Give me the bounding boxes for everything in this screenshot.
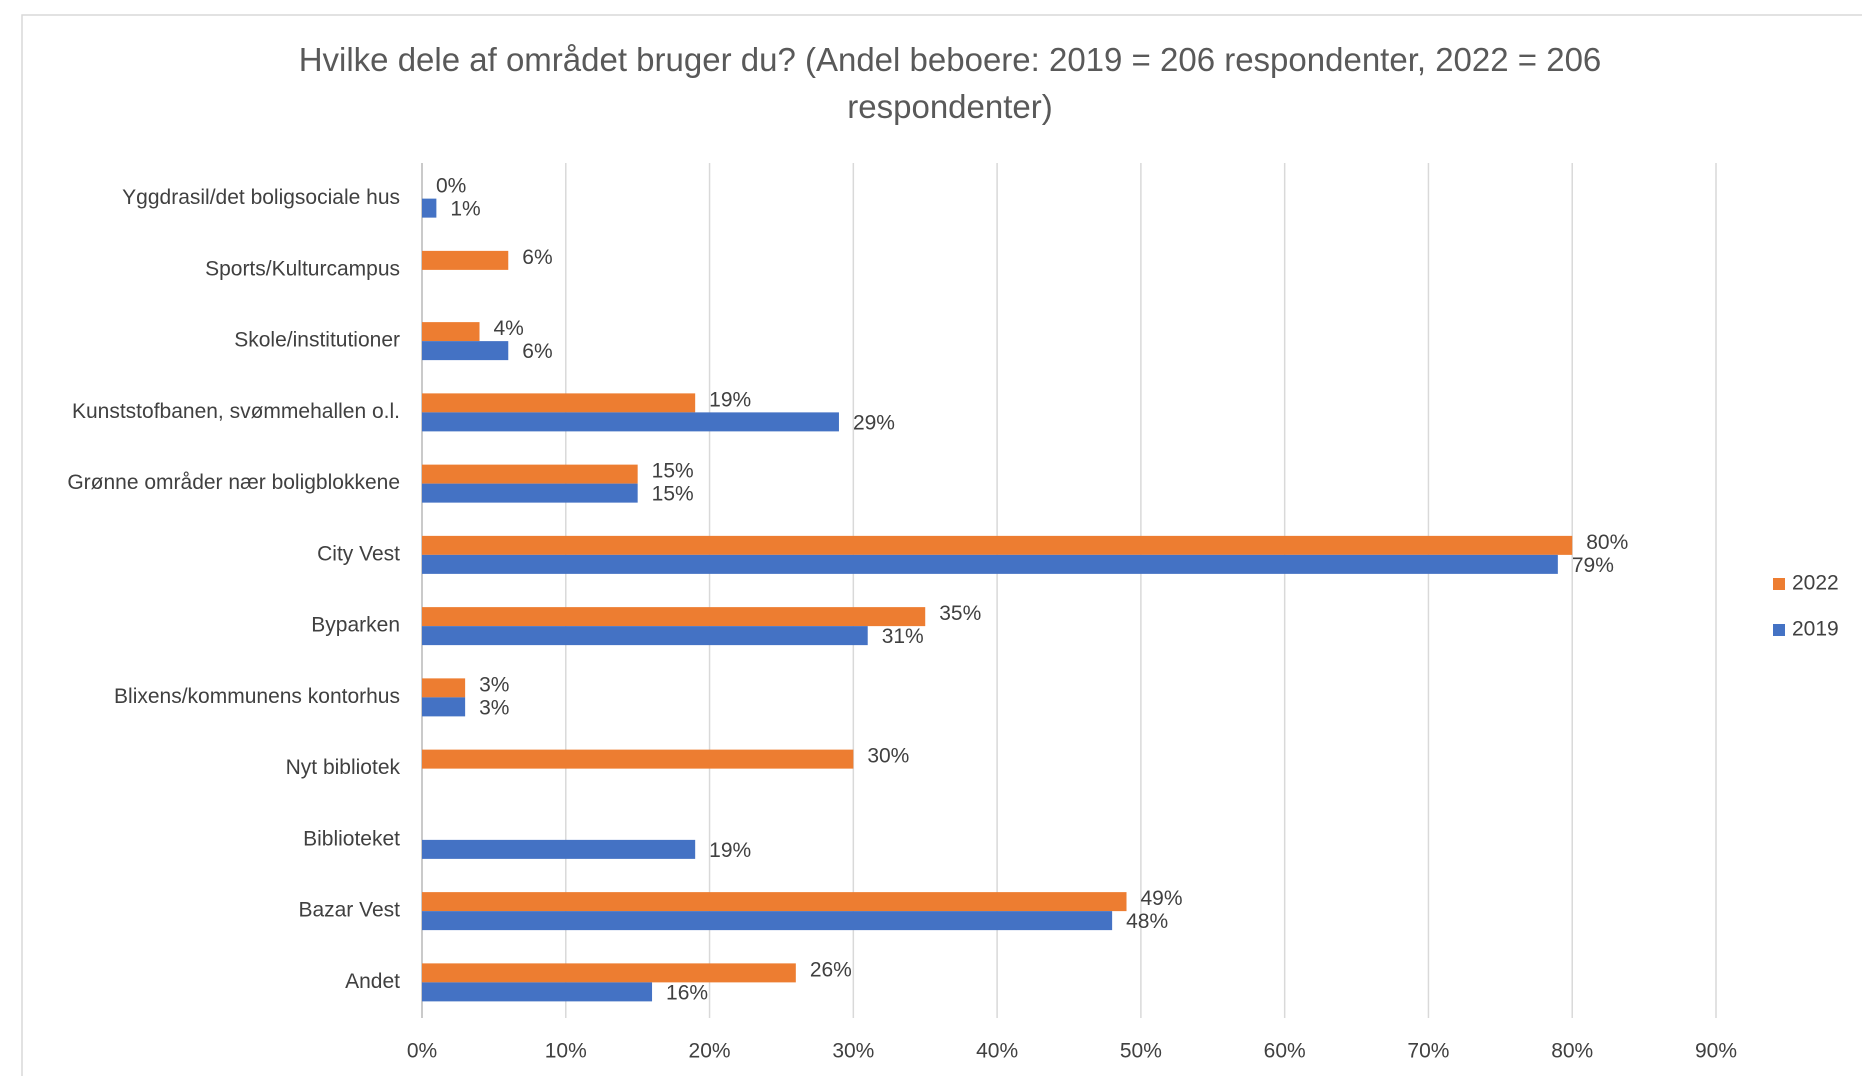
bar (422, 839, 696, 859)
data-label: 79% (1572, 554, 1614, 577)
x-tick-label: 20% (689, 1040, 731, 1063)
x-tick-label: 30% (832, 1040, 874, 1063)
data-label: 15% (652, 460, 694, 483)
legend-swatch (1773, 578, 1785, 590)
x-tick-label: 50% (1120, 1040, 1162, 1063)
bar (422, 464, 638, 484)
bar (422, 554, 1558, 574)
bar (422, 198, 437, 218)
y-tick-label: Grønne områder nær boligblokkene (67, 471, 400, 494)
x-tick-label: 10% (545, 1040, 587, 1063)
bar (422, 341, 509, 361)
legend-label: 2022 (1792, 572, 1839, 595)
y-tick-label: Bazar Vest (298, 899, 400, 922)
data-label: 29% (853, 411, 895, 434)
bar (422, 911, 1113, 931)
bar (422, 393, 696, 413)
legend-label: 2019 (1792, 618, 1839, 641)
data-label: 19% (709, 388, 751, 411)
x-tick-label: 90% (1695, 1040, 1737, 1063)
x-tick-label: 80% (1551, 1040, 1593, 1063)
data-label: 48% (1126, 910, 1168, 933)
data-label: 49% (1141, 887, 1183, 910)
y-tick-label: Sports/Kulturcampus (205, 257, 400, 280)
y-tick-label: Kunststofbanen, svømmehallen o.l. (72, 400, 400, 423)
bar (422, 963, 796, 983)
bar (422, 982, 653, 1002)
data-label: 3% (479, 696, 509, 719)
data-label: 6% (522, 246, 552, 269)
y-tick-label: Nyt bibliotek (286, 756, 401, 779)
data-label: 80% (1586, 531, 1628, 554)
bar (422, 250, 509, 270)
data-label: 19% (709, 839, 751, 862)
bar (422, 483, 638, 503)
data-label: 35% (939, 602, 981, 625)
bar (422, 535, 1573, 555)
data-label: 15% (652, 483, 694, 506)
data-label: 0% (436, 175, 466, 198)
y-tick-label: Blixens/kommunens kontorhus (114, 685, 400, 708)
bar (422, 322, 480, 342)
chart-title: Hvilke dele af området bruger du? (Andel… (298, 41, 1602, 125)
y-tick-label: Skole/institutioner (234, 329, 400, 352)
x-tick-label: 60% (1264, 1040, 1306, 1063)
x-tick-label: 0% (407, 1040, 437, 1063)
data-label: 1% (450, 198, 480, 221)
chart-border (21, 14, 1862, 1076)
data-label: 16% (666, 981, 708, 1004)
y-tick-label: Yggdrasil/det boligsociale hus (122, 186, 400, 209)
data-label: 26% (810, 958, 852, 981)
data-label: 4% (494, 317, 524, 340)
bar (422, 607, 926, 627)
bar (422, 892, 1127, 912)
x-tick-label: 70% (1407, 1040, 1449, 1063)
y-tick-label: Andet (345, 970, 400, 993)
y-tick-label: City Vest (317, 542, 400, 565)
y-tick-label: Byparken (311, 614, 400, 637)
data-label: 3% (479, 673, 509, 696)
legend-swatch (1773, 624, 1785, 636)
data-label: 31% (882, 625, 924, 648)
bar (422, 749, 854, 769)
data-label: 30% (867, 745, 909, 768)
x-tick-label: 40% (976, 1040, 1018, 1063)
data-label: 6% (522, 340, 552, 363)
bar (422, 412, 839, 432)
bar (422, 678, 466, 698)
bar (422, 626, 868, 646)
y-tick-label: Biblioteket (303, 827, 400, 850)
bar (422, 697, 466, 717)
